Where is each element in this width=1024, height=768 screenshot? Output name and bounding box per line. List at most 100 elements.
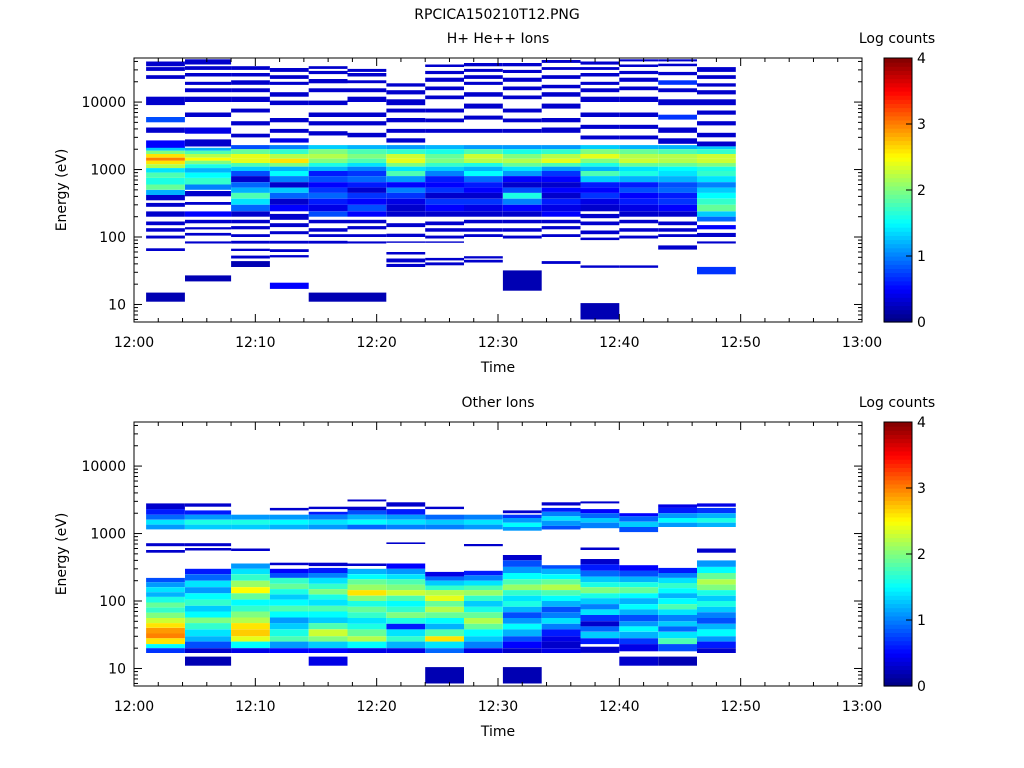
heatmap-cell [697, 560, 736, 567]
heatmap-cell [619, 64, 659, 67]
heatmap-cell [308, 204, 348, 212]
heatmap-cell [308, 562, 348, 567]
heatmap-cell [347, 574, 387, 580]
heatmap-cell [580, 501, 620, 504]
heatmap-cell [425, 514, 464, 520]
heatmap-cell [425, 187, 464, 193]
heatmap-cell [269, 192, 309, 199]
heatmap-cell [308, 79, 348, 84]
heatmap-cell [269, 605, 309, 612]
heatmap-cell [146, 75, 185, 79]
colorbar-segment [884, 62, 912, 67]
y-tick-label: 10000 [81, 459, 126, 475]
heatmap-cell [541, 75, 581, 79]
x-axis: 12:00 12:10 12:20 12:30 12:40 12:50 13:00 [114, 58, 882, 351]
heatmap-cell [269, 223, 309, 228]
colorbar-segment [884, 595, 912, 600]
heatmap-cell [185, 599, 232, 606]
colorbar-segment [884, 566, 912, 572]
colorbar-segment [884, 119, 912, 125]
heatmap-cell [347, 629, 387, 637]
heatmap-cell [580, 582, 620, 588]
heatmap-cell [269, 213, 309, 220]
heatmap-cell [580, 518, 620, 523]
heatmap-cell [619, 96, 659, 102]
colorbar-segment [884, 144, 912, 150]
colorbar-segment [884, 91, 912, 96]
colorbar-segment [884, 549, 912, 555]
heatmap-cell [697, 590, 736, 596]
heatmap-cell [386, 509, 426, 515]
heatmap-cell [697, 187, 736, 193]
heatmap-cell [580, 547, 620, 550]
heatmap-cell [308, 511, 348, 515]
colorbar-segment [884, 293, 912, 298]
heatmap-cell [658, 149, 697, 154]
heatmap-cell [580, 96, 620, 102]
colorbar-segment [884, 582, 912, 588]
heatmap-cell [541, 525, 581, 530]
colorbar-segment [884, 198, 912, 203]
heatmap-cell [185, 73, 232, 77]
heatmap-cell [347, 182, 387, 188]
heatmap-cell [347, 88, 387, 93]
colorbar-segment [884, 525, 912, 530]
colorbar-segment [884, 636, 912, 642]
heatmap-cell [231, 548, 270, 551]
heatmap-cell [658, 158, 697, 163]
heatmap-cell [541, 612, 581, 618]
heatmap-cell [580, 604, 620, 610]
colorbar-segment [884, 86, 912, 92]
heatmap-cell [231, 73, 270, 77]
heatmap-cell [269, 255, 309, 258]
heatmap-cell [697, 584, 736, 591]
heatmap-cell [580, 621, 620, 627]
heatmap-cell [386, 606, 426, 613]
y-tick-label: 10 [108, 297, 126, 313]
heatmap-cell [697, 176, 736, 183]
heatmap-cell [658, 615, 697, 622]
heatmap-cell [347, 590, 387, 596]
heatmap-cell [425, 612, 464, 618]
heatmap-cell [146, 292, 185, 302]
heatmap-cell [146, 596, 185, 603]
x-tick-label: 12:10 [235, 335, 275, 351]
heatmap-cell [658, 176, 697, 183]
colorbar-tick-label: 2 [917, 547, 926, 563]
heatmap-cell [308, 88, 348, 93]
colorbar-segment [884, 268, 912, 274]
colorbar-segment [884, 235, 912, 241]
heatmap-cell [231, 514, 270, 520]
heatmap-cell [580, 204, 620, 212]
heatmap-cell [146, 67, 185, 71]
colorbar-segment [884, 210, 912, 216]
heatmap-cell [541, 618, 581, 624]
heatmap-cell [146, 164, 185, 169]
heatmap-cell [386, 524, 426, 530]
heatmap-cell [502, 641, 542, 649]
heatmap-cell [386, 618, 426, 624]
heatmap-cell [464, 612, 503, 618]
heatmap-cell [146, 633, 185, 639]
heatmap-cell [464, 92, 503, 97]
heatmap-cell [185, 641, 232, 649]
heatmap-cell [464, 228, 503, 232]
colorbar-segment [884, 206, 912, 212]
heatmap-cell [146, 189, 185, 195]
heatmap-cell [347, 187, 387, 193]
heatmap-cell [619, 576, 659, 583]
heatmap-cell [580, 112, 620, 117]
heatmap-cell [697, 171, 736, 176]
heatmap-cell [619, 565, 659, 571]
heatmap-cell [231, 255, 270, 259]
heatmap-cell [425, 580, 464, 586]
colorbar-segment [884, 657, 912, 662]
heatmap-cell [386, 171, 426, 176]
heatmap-cell [619, 149, 659, 154]
heatmap-cell [269, 636, 309, 642]
heatmap-cell [146, 638, 185, 645]
heatmap-cell [308, 112, 348, 117]
heatmap-cell [502, 560, 542, 567]
colorbar-segment [884, 260, 912, 265]
heatmap-cell [502, 527, 542, 531]
